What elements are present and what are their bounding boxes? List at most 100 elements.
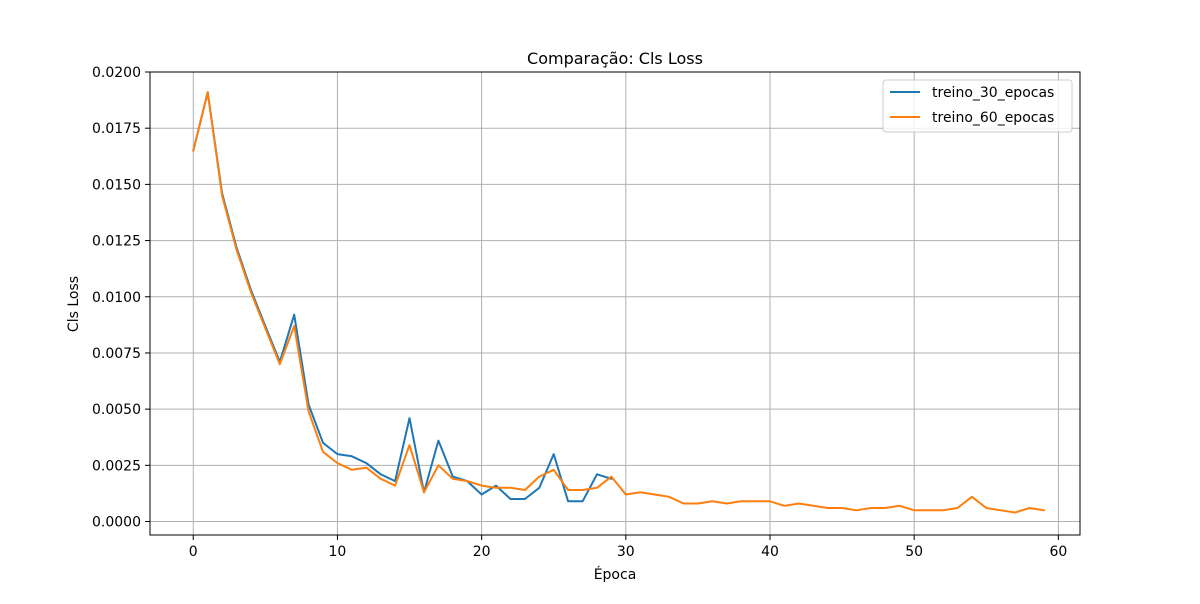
data-point-treino-60-epocas [611, 476, 613, 478]
data-point-treino-60-epocas [193, 150, 195, 152]
data-point-treino-60-epocas [726, 503, 728, 505]
y-tick-label: 0.0050 [92, 402, 141, 418]
data-point-treino-60-epocas [784, 505, 786, 507]
x-tick-label: 40 [761, 544, 779, 560]
data-point-treino-60-epocas [293, 325, 295, 327]
data-point-treino-60-epocas [481, 485, 483, 487]
data-point-treino-30-epocas [409, 417, 411, 419]
data-point-treino-30-epocas [596, 474, 598, 476]
data-point-treino-60-epocas [322, 451, 324, 453]
data-point-treino-60-epocas [279, 363, 281, 365]
x-tick-label: 0 [189, 544, 198, 560]
data-point-treino-30-epocas [567, 501, 569, 503]
data-point-treino-60-epocas [625, 494, 627, 496]
data-point-treino-30-epocas [322, 442, 324, 444]
data-point-treino-60-epocas [856, 510, 858, 512]
data-point-treino-60-epocas [351, 469, 353, 471]
data-point-treino-60-epocas [885, 507, 887, 509]
data-point-treino-60-epocas [394, 485, 396, 487]
data-point-treino-60-epocas [986, 507, 988, 509]
y-tick-label: 0.0175 [92, 121, 141, 137]
x-tick-label: 50 [905, 544, 923, 560]
data-point-treino-60-epocas [510, 487, 512, 489]
y-tick-label: 0.0150 [92, 177, 141, 193]
y-tick-label: 0.0125 [92, 234, 141, 250]
data-point-treino-60-epocas [452, 478, 454, 480]
y-tick-label: 0.0200 [92, 65, 141, 81]
data-point-treino-30-epocas [438, 440, 440, 442]
data-point-treino-60-epocas [827, 507, 829, 509]
data-point-treino-60-epocas [236, 249, 238, 251]
data-point-treino-60-epocas [380, 478, 382, 480]
y-axis-ticks: 0.0000 0.0025 0.0050 0.0075 0.0100 0.0125 0.01… [92, 65, 150, 531]
data-point-treino-60-epocas [798, 503, 800, 505]
data-point-treino-60-epocas [366, 467, 368, 469]
data-point-treino-30-epocas [366, 462, 368, 464]
data-point-treino-60-epocas [596, 487, 598, 489]
data-point-treino-60-epocas [813, 505, 815, 507]
data-point-treino-60-epocas [466, 480, 468, 482]
y-tick-label: 0.0075 [92, 346, 141, 362]
x-tick-label: 20 [473, 544, 491, 560]
legend-box [882, 79, 1073, 133]
data-point-treino-60-epocas [697, 503, 699, 505]
data-point-treino-60-epocas [265, 327, 267, 329]
data-point-treino-60-epocas [841, 507, 843, 509]
data-point-treino-60-epocas [942, 510, 944, 512]
data-point-treino-60-epocas [712, 501, 714, 503]
data-point-treino-60-epocas [1014, 512, 1016, 514]
data-point-treino-60-epocas [913, 510, 915, 512]
data-point-treino-60-epocas [221, 195, 223, 197]
plot-frame [149, 71, 1081, 536]
data-point-treino-60-epocas [308, 411, 310, 413]
x-axis-ticks: 0 10 20 30 40 50 60 [189, 535, 1067, 560]
legend-label-treino-30: treino_30_epocas [932, 85, 1054, 101]
data-point-treino-60-epocas [495, 487, 497, 489]
data-point-treino-60-epocas [740, 501, 742, 503]
data-point-treino-30-epocas [553, 453, 555, 455]
data-point-treino-60-epocas [755, 501, 757, 503]
x-tick-label: 60 [1049, 544, 1067, 560]
legend-label-treino-60: treino_60_epocas [932, 110, 1054, 126]
y-tick-label: 0.0000 [92, 515, 141, 531]
data-point-treino-30-epocas [351, 456, 353, 458]
data-point-treino-60-epocas [423, 492, 425, 494]
data-point-treino-30-epocas [582, 501, 584, 503]
data-point-treino-30-epocas [510, 498, 512, 500]
data-point-treino-60-epocas [870, 507, 872, 509]
data-point-treino-60-epocas [1000, 510, 1002, 512]
data-point-treino-60-epocas [582, 489, 584, 491]
data-point-treino-60-epocas [971, 496, 973, 498]
data-point-treino-60-epocas [769, 501, 771, 503]
data-point-treino-30-epocas [539, 487, 541, 489]
data-point-treino-30-epocas [380, 474, 382, 476]
data-point-treino-60-epocas [654, 494, 656, 496]
data-point-treino-60-epocas [524, 489, 526, 491]
y-tick-label: 0.0025 [92, 458, 141, 474]
data-point-treino-60-epocas [337, 462, 339, 464]
grid-layer [150, 71, 1080, 535]
x-tick-label: 30 [617, 544, 635, 560]
data-point-treino-60-epocas [683, 503, 685, 505]
data-point-treino-60-epocas [1043, 510, 1045, 512]
data-point-treino-60-epocas [553, 469, 555, 471]
data-point-treino-30-epocas [524, 498, 526, 500]
data-point-treino-60-epocas [1029, 507, 1031, 509]
data-point-treino-60-epocas [250, 292, 252, 294]
series-line-treino-60-epocas [192, 91, 1045, 514]
y-tick-label: 0.0100 [92, 290, 141, 306]
chart-title: Comparação: Cls Loss [527, 49, 703, 68]
data-point-treino-60-epocas [567, 489, 569, 491]
data-point-treino-30-epocas [495, 485, 497, 487]
x-tick-label: 10 [329, 544, 347, 560]
series-layer [192, 91, 1045, 514]
x-axis-label: Época [594, 566, 637, 583]
data-point-treino-30-epocas [481, 494, 483, 496]
y-axis-label: Cls Loss [66, 276, 82, 332]
data-point-treino-60-epocas [438, 465, 440, 467]
data-point-treino-30-epocas [337, 453, 339, 455]
legend: treino_30_epocas treino_60_epocas [882, 79, 1073, 133]
data-point-treino-60-epocas [207, 91, 209, 93]
data-point-treino-60-epocas [928, 510, 930, 512]
